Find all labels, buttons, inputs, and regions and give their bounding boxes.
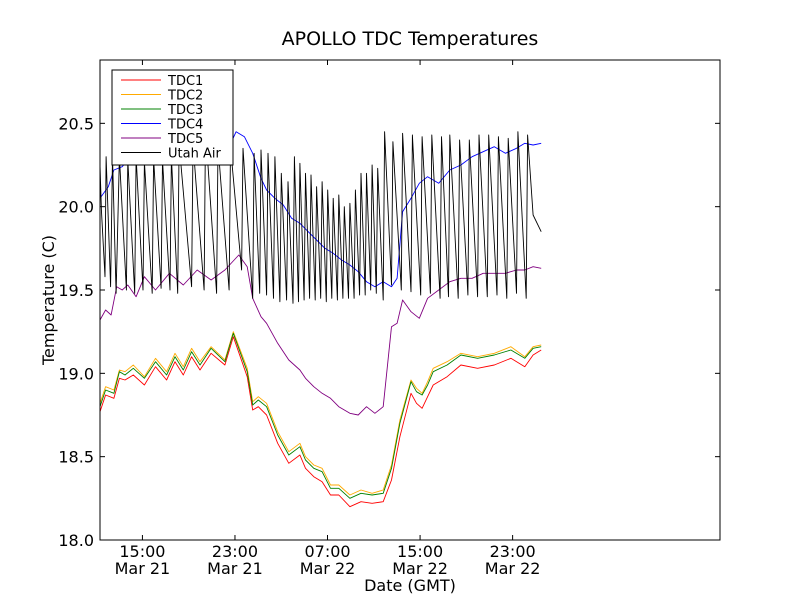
- x-tick-label-date: Mar 22: [300, 559, 356, 578]
- y-tick-label: 20.5: [58, 114, 94, 133]
- y-axis-title: Temperature (C): [39, 235, 58, 366]
- legend-label-utah-air: Utah Air: [168, 147, 221, 162]
- y-tick-label: 18.5: [58, 448, 94, 467]
- series-line-tdc1: [99, 336, 542, 508]
- x-tick-label-date: Mar 21: [115, 559, 171, 578]
- x-tick-label-time: 07:00: [304, 542, 350, 561]
- legend-label-tdc4: TDC4: [167, 118, 203, 133]
- x-tick-label-date: Mar 21: [207, 559, 263, 578]
- legend-label-tdc3: TDC3: [167, 103, 203, 118]
- y-tick-label: 20.0: [58, 198, 94, 217]
- series-line-tdc2: [99, 331, 542, 496]
- y-tick-label: 18.0: [58, 531, 94, 550]
- series-line-tdc3: [99, 332, 542, 499]
- y-tick-label: 19.0: [58, 364, 94, 383]
- legend-label-tdc1: TDC1: [167, 74, 203, 89]
- plot-frame: [99, 59, 721, 541]
- legend-label-tdc2: TDC2: [167, 89, 203, 104]
- series-line-utah-air: [99, 127, 542, 304]
- x-tick-label-time: 15:00: [397, 542, 443, 561]
- chart-title: APOLLO TDC Temperatures: [282, 28, 539, 50]
- legend-label-tdc5: TDC5: [167, 132, 203, 147]
- x-tick-label-date: Mar 22: [485, 559, 541, 578]
- x-tick-label-date: Mar 22: [392, 559, 448, 578]
- series-line-tdc5: [99, 254, 542, 416]
- x-tick-label-time: 15:00: [119, 542, 165, 561]
- series-layer: [99, 127, 542, 508]
- legend-box: [111, 69, 234, 166]
- y-tick-label: 19.5: [58, 281, 94, 300]
- x-tick-label-time: 23:00: [212, 542, 258, 561]
- x-tick-label-time: 23:00: [490, 542, 536, 561]
- x-axis-title: Date (GMT): [364, 576, 456, 595]
